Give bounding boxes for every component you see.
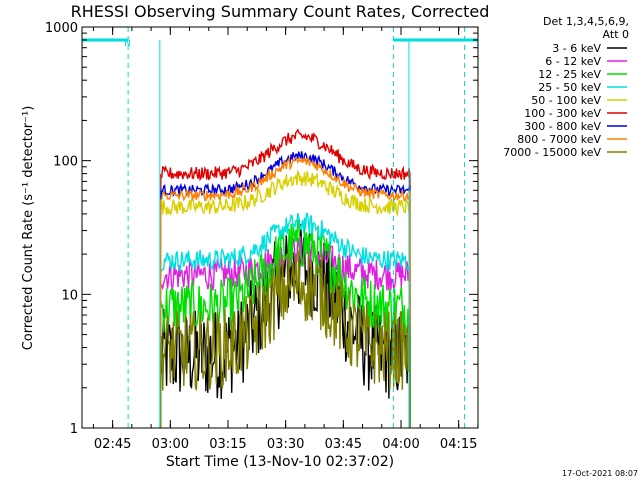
x-tick-label: 04:00 [382, 437, 419, 452]
legend-label: 12 - 25 keV [538, 68, 601, 81]
x-tick-label: 03:15 [209, 437, 246, 452]
saa-flag-label: N [124, 39, 131, 49]
y-axis-ticks: 1 10 100 1000 [45, 21, 478, 437]
plot-frame [81, 26, 479, 429]
legend-label: 7000 - 15000 keV [503, 146, 601, 159]
x-tick-label: 03:00 [152, 437, 189, 452]
saa-flags: N [82, 27, 478, 428]
x-axis-ticks: 02:45 03:00 03:15 03:30 03:45 04:00 04:15 [92, 27, 479, 452]
x-axis-label: Start Time (13-Nov-10 02:37:02) [166, 454, 394, 470]
series-line [160, 218, 411, 428]
x-tick-label: 04:15 [440, 437, 477, 452]
y-tick-label: 10 [61, 288, 78, 303]
legend-label: 3 - 6 keV [552, 42, 601, 55]
legend-label: 800 - 7000 keV [517, 133, 601, 146]
y-tick-label: 1 [70, 422, 78, 437]
chart-title: RHESSI Observing Summary Count Rates, Co… [71, 2, 490, 21]
legend-header-detectors: Det 1,3,4,5,6,9, [543, 15, 629, 28]
footer-timestamp: 17-Oct-2021 08:07 [562, 469, 638, 478]
x-tick-label: 03:45 [325, 437, 362, 452]
series-line [160, 223, 411, 428]
x-tick-label: 03:30 [267, 437, 304, 452]
legend-label: 300 - 800 keV [524, 120, 601, 133]
y-tick-label: 100 [53, 155, 78, 170]
series-line [160, 128, 411, 428]
y-tick-label: 1000 [45, 21, 78, 36]
series-line [160, 169, 411, 428]
legend-label: 6 - 12 keV [545, 55, 601, 68]
legend-label: 50 - 100 keV [531, 94, 601, 107]
legend-label: 25 - 50 keV [538, 81, 601, 94]
legend-header-attenuator: Att 0 [603, 28, 629, 41]
legend-label: 100 - 300 keV [524, 107, 601, 120]
x-tick-label: 02:45 [94, 437, 131, 452]
y-axis-label: Corrected Count Rate (s⁻¹ detector⁻¹) [21, 106, 36, 351]
data-traces [160, 128, 411, 428]
series-line [160, 212, 411, 428]
series-line [160, 250, 411, 428]
series-line [160, 156, 411, 428]
